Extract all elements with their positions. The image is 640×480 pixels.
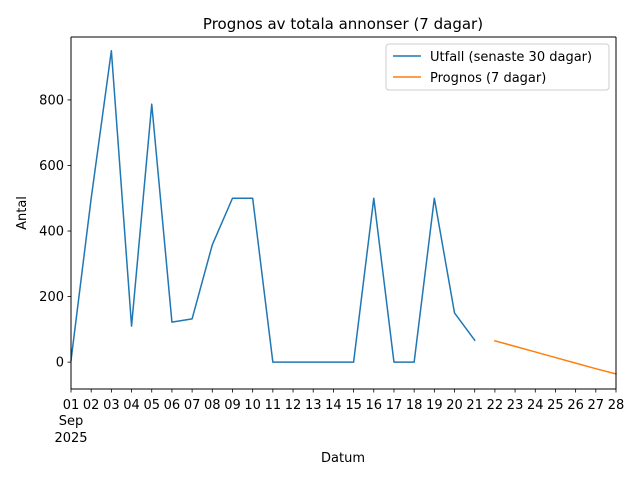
x-tick-label: 02 xyxy=(83,398,100,413)
x-tick-label: 17 xyxy=(386,398,403,413)
x-tick-label: 22 xyxy=(487,398,504,413)
x-tick-label: 08 xyxy=(204,398,221,413)
x-tick-label: 04 xyxy=(123,398,140,413)
y-tick-label: 600 xyxy=(39,159,64,174)
x-tick-label: 24 xyxy=(527,398,544,413)
plot-frame xyxy=(70,36,617,390)
x-tick-label: 25 xyxy=(547,398,564,413)
series-layer xyxy=(70,50,617,375)
x-axis-title: Datum xyxy=(321,451,365,466)
x-tick-label: 15 xyxy=(345,398,362,413)
x-tick-year-label: 2025 xyxy=(54,431,87,446)
x-tick-label: 14 xyxy=(325,398,342,413)
x-tick-label: 28 xyxy=(608,398,625,413)
x-tick-month-label: Sep xyxy=(59,414,84,429)
legend-label-forecast: Prognos (7 dagar) xyxy=(430,71,546,86)
series-line-actual xyxy=(70,50,476,363)
x-tick-label: 23 xyxy=(507,398,524,413)
legend-label-actual: Utfall (senaste 30 dagar) xyxy=(430,50,592,65)
x-tick-label: 10 xyxy=(244,398,261,413)
x-tick-label: 01 xyxy=(63,398,80,413)
x-tick-label: 11 xyxy=(265,398,282,413)
chart-title: Prognos av totala annonser (7 dagar) xyxy=(203,15,483,33)
x-axis-ticks: 01 02 03 04 05 06 07 08 09 10 11 12 13 14 15 16 17 18 19 20… xyxy=(63,389,625,413)
x-tick-label: 13 xyxy=(305,398,322,413)
x-tick-label: 05 xyxy=(143,398,160,413)
x-tick-label: 26 xyxy=(567,398,584,413)
y-tick-label: 800 xyxy=(39,93,64,108)
x-tick-label: 27 xyxy=(588,398,605,413)
legend: Utfall (senaste 30 dagar) Prognos (7 dag… xyxy=(385,43,610,91)
plot-area: 0 200 400 600 800 01 02 03 04 05 06 07 08 09 10 11 12 13… xyxy=(39,36,625,413)
y-axis-ticks: 0 200 400 600 800 xyxy=(39,93,71,371)
y-tick-label: 0 xyxy=(56,356,64,371)
x-tick-label: 07 xyxy=(184,398,201,413)
series-line-forecast xyxy=(493,339,617,375)
x-tick-label: 20 xyxy=(446,398,463,413)
x-tick-label: 12 xyxy=(285,398,302,413)
y-tick-label: 200 xyxy=(39,290,64,305)
x-tick-label: 06 xyxy=(164,398,181,413)
x-tick-label: 19 xyxy=(426,398,443,413)
legend-box xyxy=(385,43,610,91)
x-tick-label: 09 xyxy=(224,398,241,413)
x-tick-label: 18 xyxy=(406,398,423,413)
x-tick-label: 03 xyxy=(103,398,120,413)
x-tick-label: 21 xyxy=(466,398,483,413)
y-axis-title: Antal xyxy=(15,196,30,230)
x-tick-label: 16 xyxy=(366,398,383,413)
y-tick-label: 400 xyxy=(39,225,64,240)
